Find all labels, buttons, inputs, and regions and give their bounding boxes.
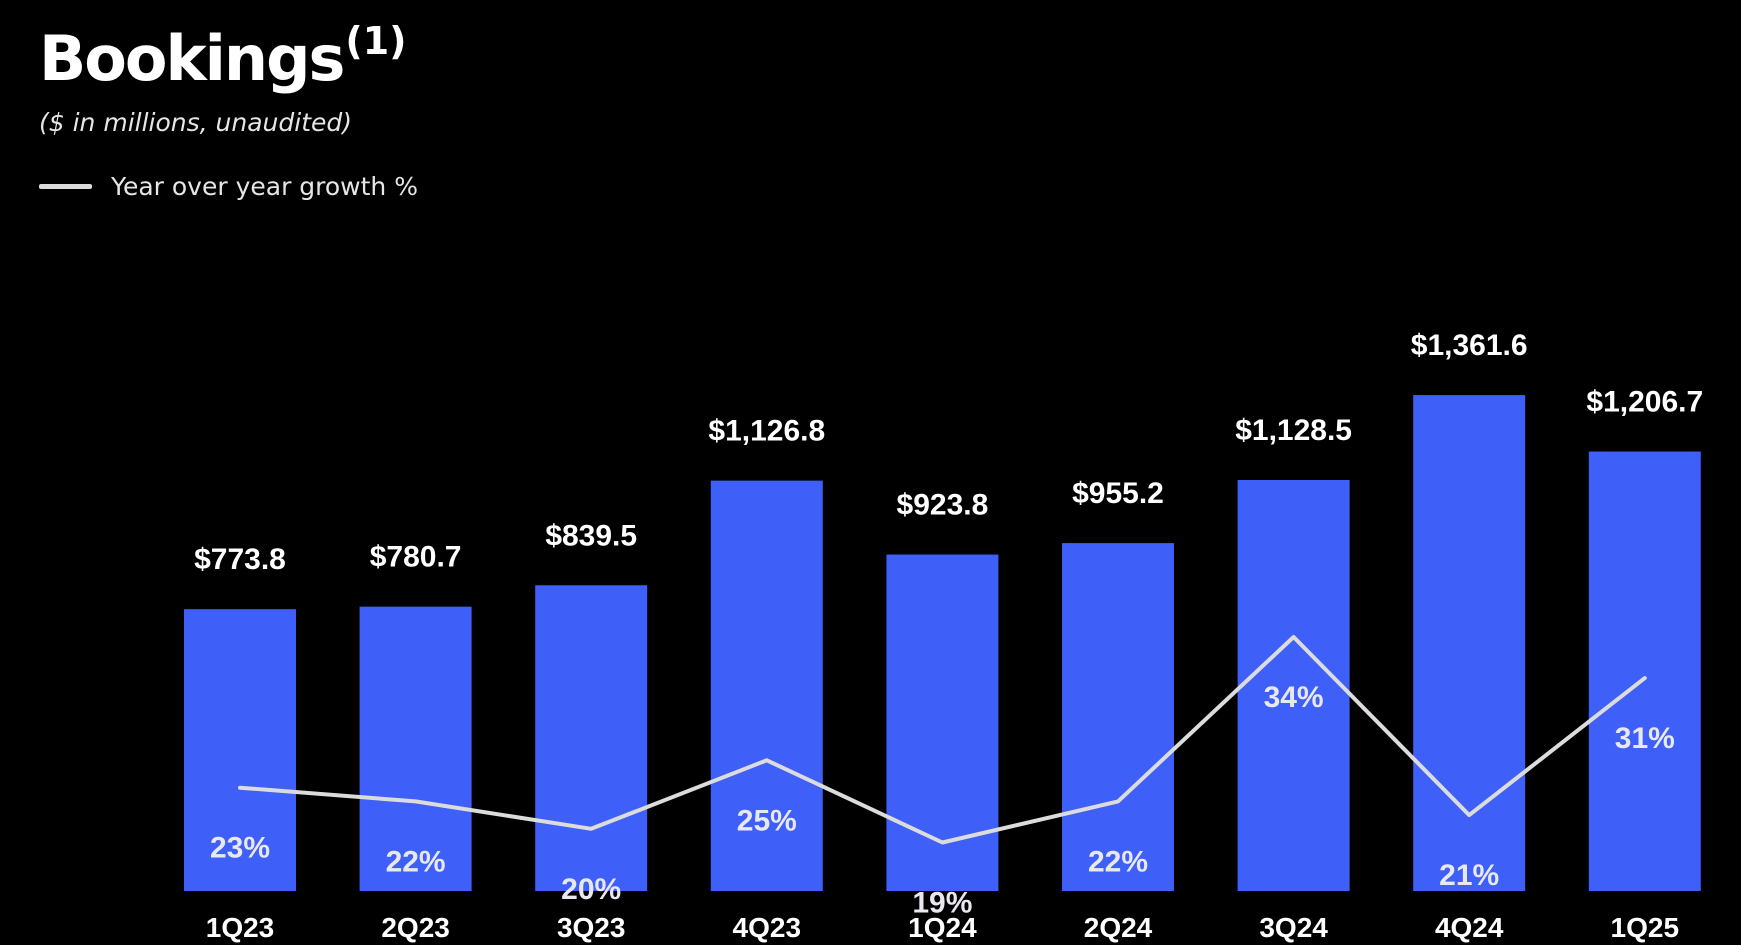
growth-labels: 23% 22% 20% 25% 19% 22% 34% 21% 31% bbox=[210, 681, 1675, 920]
growth-value-label: 20% bbox=[561, 873, 621, 906]
bar bbox=[1588, 451, 1701, 891]
growth-value-label: 31% bbox=[1615, 722, 1675, 755]
page-title: Bookings(1) bbox=[39, 22, 407, 90]
growth-value-label: 21% bbox=[1439, 859, 1499, 892]
chart-legend: Year over year growth % bbox=[39, 172, 418, 201]
bar bbox=[535, 585, 648, 891]
category-labels: 1Q23 2Q23 3Q23 4Q23 1Q24 2Q24 3Q24 4Q24 1Q25 bbox=[206, 912, 1679, 943]
bar-value-label: $955.2 bbox=[1072, 477, 1164, 510]
bar bbox=[184, 609, 296, 891]
category-label: 4Q24 bbox=[1435, 912, 1504, 943]
bar-series bbox=[184, 395, 1701, 891]
category-label: 2Q23 bbox=[381, 912, 450, 943]
bar-value-label: $1,128.5 bbox=[1235, 414, 1352, 447]
bar-value-label: $923.8 bbox=[897, 489, 989, 522]
title-footnote: (1) bbox=[345, 19, 407, 63]
bar bbox=[1413, 395, 1526, 891]
category-label: 4Q23 bbox=[733, 912, 802, 943]
bar-value-label: $1,361.6 bbox=[1411, 329, 1528, 362]
bar-value-label: $773.8 bbox=[194, 543, 286, 576]
growth-value-label: 34% bbox=[1264, 681, 1324, 714]
bar-value-label: $1,126.8 bbox=[708, 415, 825, 448]
category-label: 1Q24 bbox=[908, 912, 977, 943]
bar bbox=[1062, 543, 1174, 891]
growth-line-series bbox=[238, 635, 1647, 845]
category-label: 2Q24 bbox=[1084, 912, 1153, 943]
page-subtitle: ($ in millions, unaudited) bbox=[39, 108, 353, 137]
bar-value-label: $780.7 bbox=[370, 541, 462, 574]
category-label: 3Q23 bbox=[557, 912, 626, 943]
category-label: 1Q25 bbox=[1611, 912, 1680, 943]
growth-value-label: 23% bbox=[210, 832, 270, 865]
growth-value-label: 25% bbox=[737, 804, 797, 837]
legend-label: Year over year growth % bbox=[111, 172, 418, 201]
category-label: 1Q23 bbox=[206, 912, 275, 943]
growth-value-label: 19% bbox=[912, 887, 972, 920]
page-title-text: Bookings bbox=[39, 22, 345, 95]
growth-value-label: 22% bbox=[1088, 845, 1148, 878]
bar bbox=[359, 606, 472, 891]
growth-value-label: 22% bbox=[386, 845, 446, 878]
bar bbox=[1237, 480, 1350, 891]
bar-value-label: $1,206.7 bbox=[1586, 386, 1703, 419]
title-block: Bookings(1) bbox=[39, 22, 407, 90]
legend-line-swatch bbox=[39, 184, 92, 189]
bar-value-label: $839.5 bbox=[545, 519, 637, 552]
category-label: 3Q24 bbox=[1259, 912, 1328, 943]
bar bbox=[710, 480, 823, 891]
value-labels: $773.8 $780.7 $839.5 $1,126.8 $923.8 $955.2 $1… bbox=[194, 329, 1703, 576]
